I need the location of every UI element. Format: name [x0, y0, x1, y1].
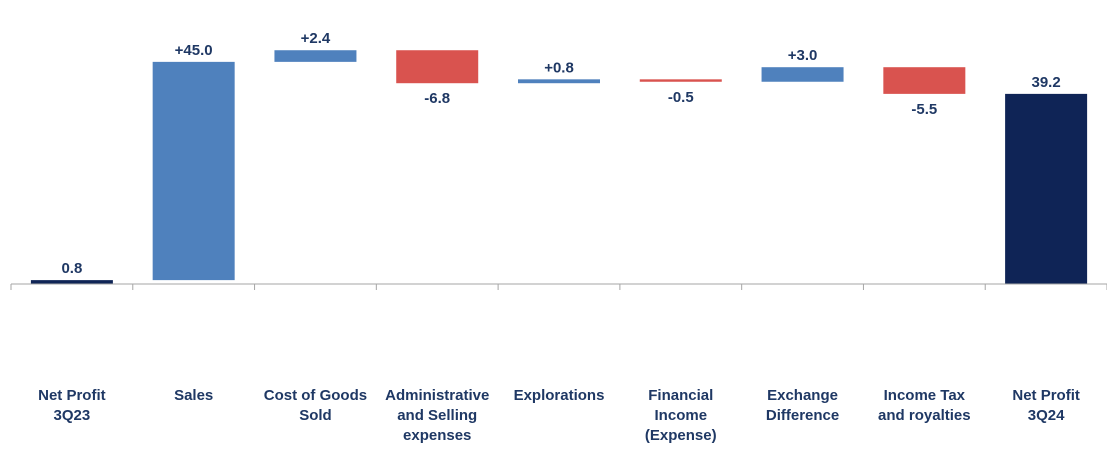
category-label-line: 3Q23	[54, 407, 91, 424]
data-label: +2.4	[301, 30, 331, 47]
category-label: Sales	[174, 387, 213, 404]
category-label: Exchange Difference	[766, 387, 839, 424]
bar	[883, 67, 966, 94]
category-label: Explorations	[514, 387, 605, 404]
category-label-line: (Expense)	[645, 427, 717, 444]
category-label-line: Income	[655, 407, 708, 424]
bar	[274, 50, 357, 62]
bar	[152, 61, 235, 281]
category-label: Administrative and Selling expenses	[385, 387, 489, 444]
bar	[1005, 93, 1088, 284]
category-labels-group: Net Profit 3Q23 Sales Cost of Goods Sold Admi…	[38, 387, 1080, 444]
x-axis	[10, 283, 1107, 290]
bar	[518, 79, 600, 84]
bar	[761, 67, 844, 82]
category-label-line: expenses	[403, 427, 471, 444]
bar	[639, 79, 722, 82]
data-label: -5.5	[911, 101, 937, 118]
bar	[396, 50, 479, 84]
bars-group	[30, 50, 1088, 284]
bar	[30, 280, 113, 284]
category-label: Cost of Goods Sold	[264, 387, 367, 424]
data-label: 0.8	[61, 260, 82, 277]
category-label-line: Explorations	[514, 387, 605, 404]
value-labels-group: 0.8 +45.0 +2.4 -6.8 +0.8 -0.5 +3.0 -5.5 39.2	[61, 30, 1060, 277]
data-label: +3.0	[788, 47, 818, 64]
category-label: Net Profit 3Q23	[38, 387, 106, 424]
data-label: +0.8	[544, 59, 574, 76]
category-label-line: Net Profit	[38, 387, 106, 404]
category-label-line: Sold	[299, 407, 332, 424]
category-label-line: Exchange	[767, 387, 838, 404]
category-label-line: Net Profit	[1012, 387, 1080, 404]
category-label-line: Administrative	[385, 387, 489, 404]
category-label-line: and Selling	[397, 407, 477, 424]
data-label: +45.0	[175, 42, 213, 59]
category-label-line: Income Tax	[884, 387, 966, 404]
category-label-line: Difference	[766, 407, 839, 424]
category-label: Net Profit 3Q24	[1012, 387, 1080, 424]
data-label: 39.2	[1032, 74, 1061, 91]
category-label-line: and royalties	[878, 407, 971, 424]
category-label-line: Sales	[174, 387, 213, 404]
category-label: Financial Income (Expense)	[645, 387, 717, 444]
category-label-line: Cost of Goods	[264, 387, 367, 404]
category-label-line: 3Q24	[1028, 407, 1065, 424]
category-label-line: Financial	[648, 387, 713, 404]
category-label: Income Tax and royalties	[878, 387, 971, 424]
data-label: -0.5	[668, 89, 694, 106]
data-label: -6.8	[424, 90, 450, 107]
